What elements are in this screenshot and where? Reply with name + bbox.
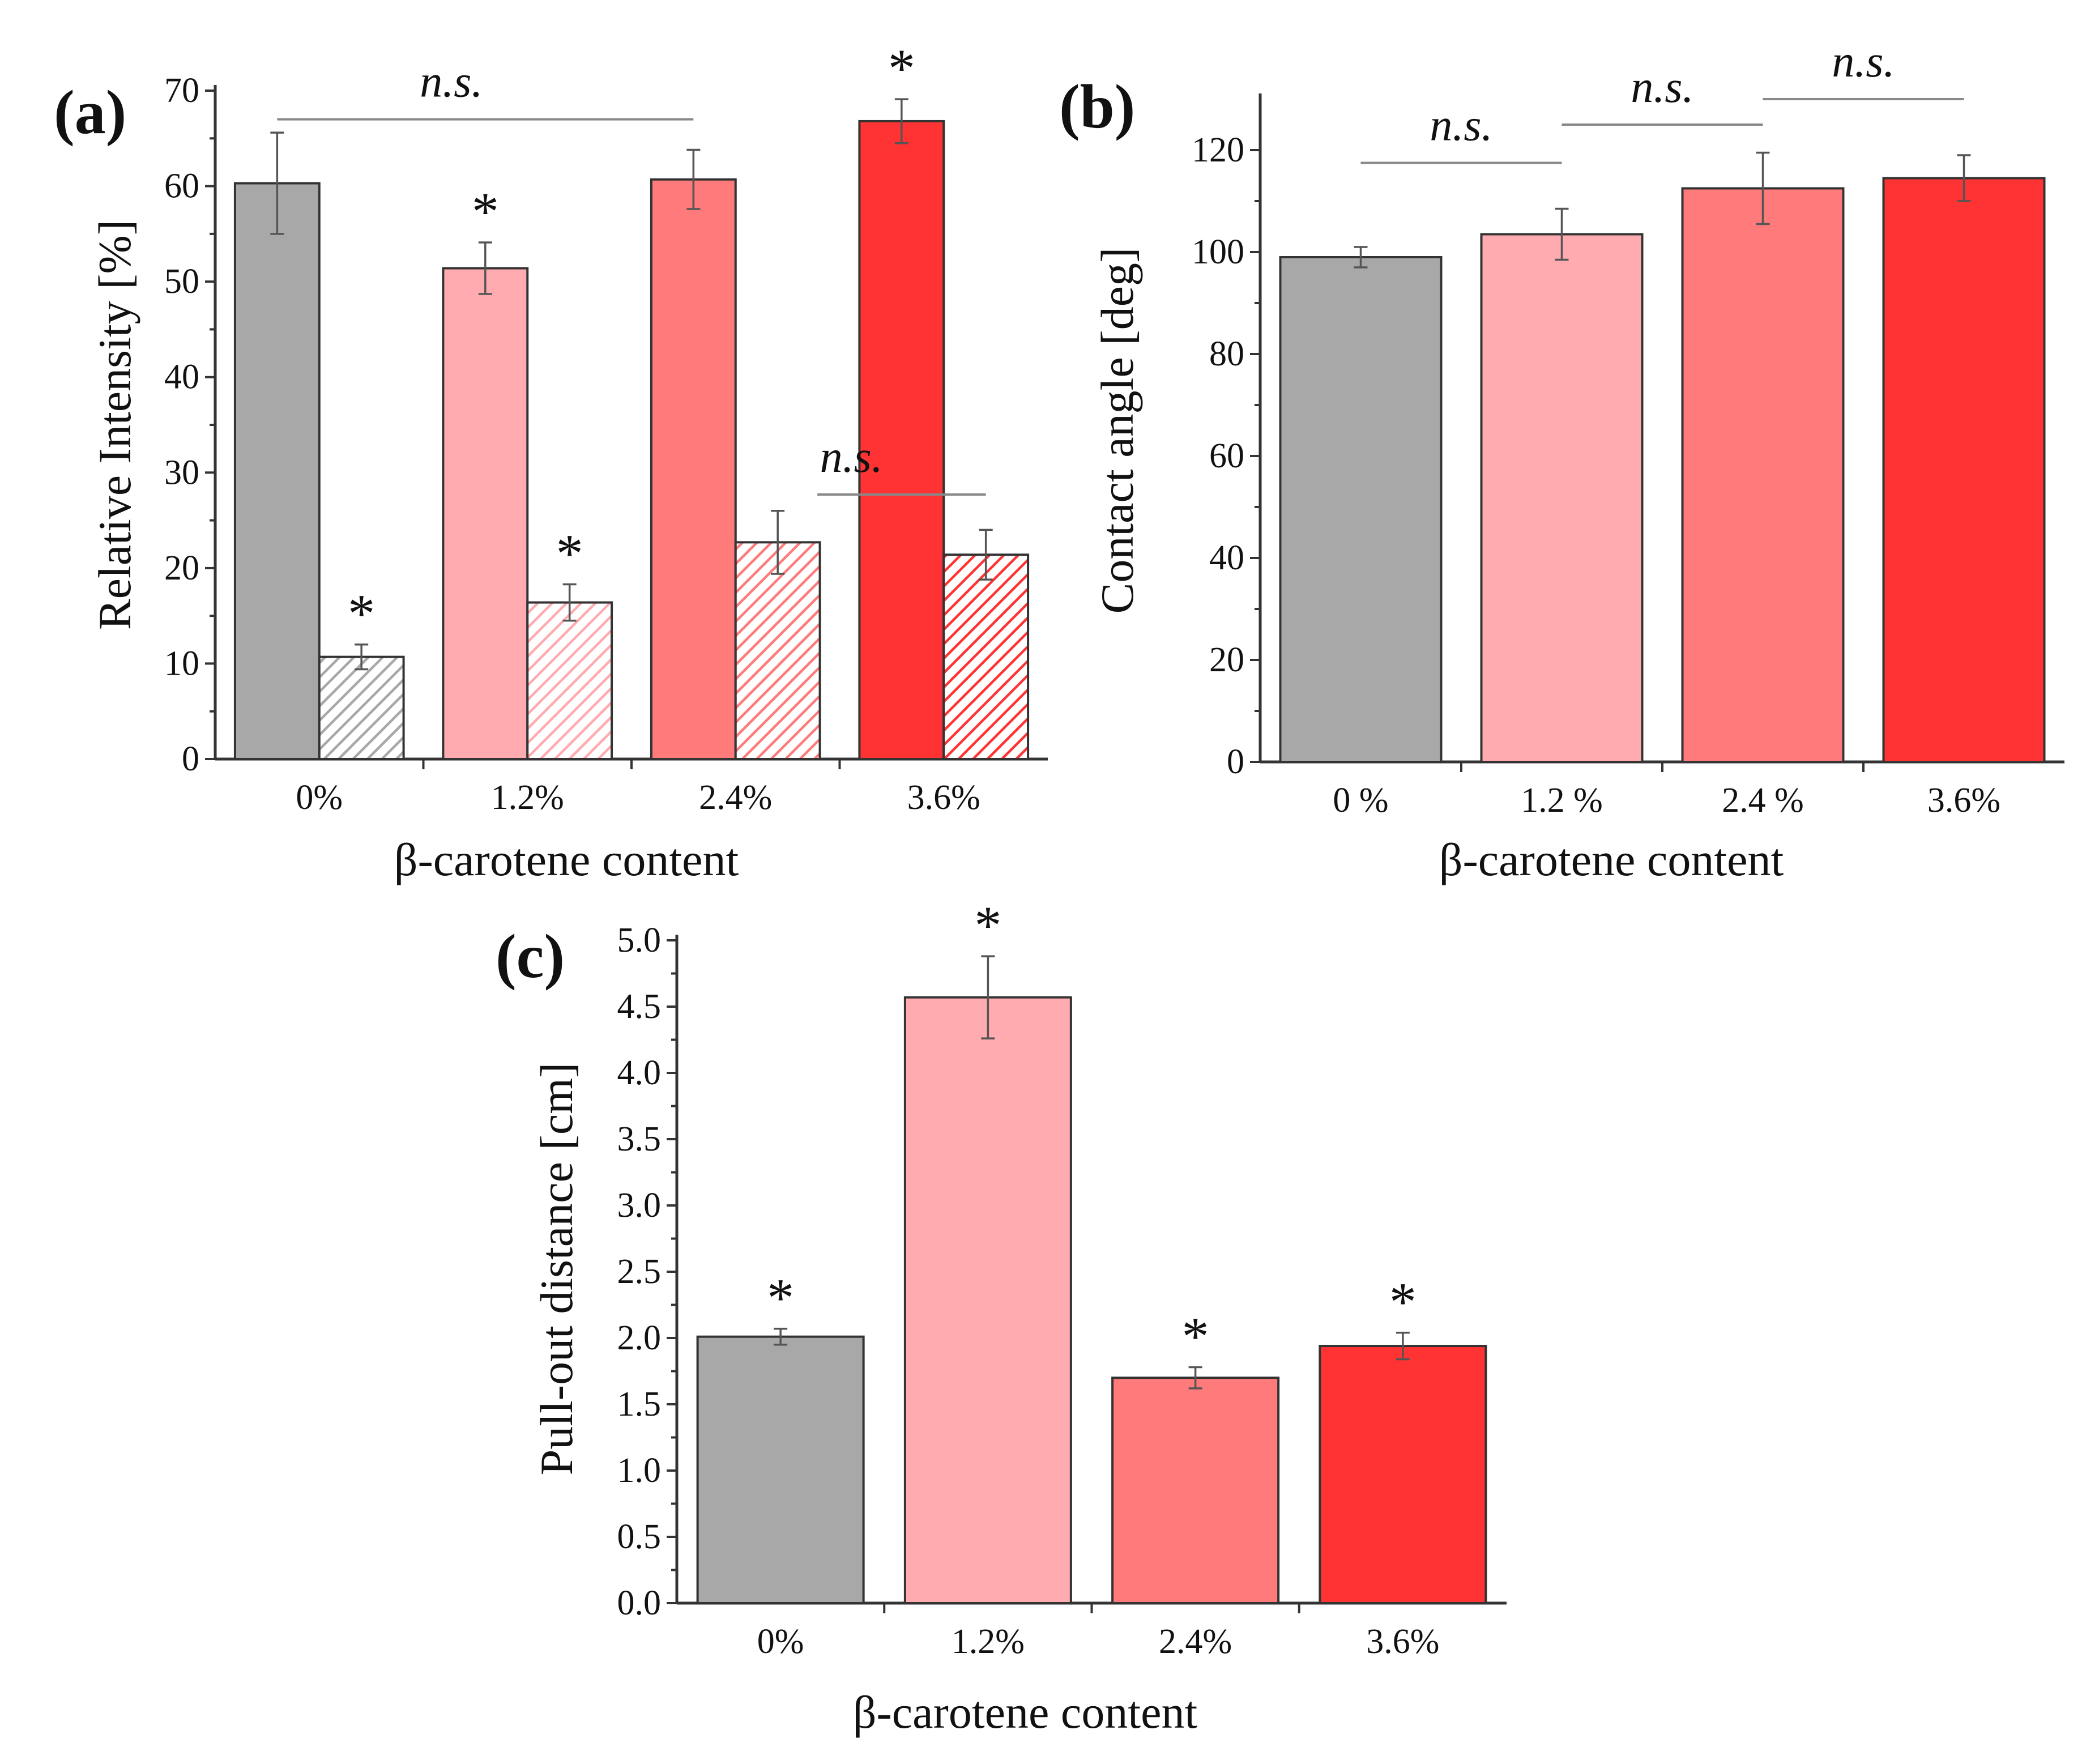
panel-b-x-tick-label: 0 %	[1333, 781, 1388, 820]
panel-b-x-tick-label: 1.2 %	[1521, 781, 1603, 820]
panel-a-bar-hatched	[526, 601, 613, 760]
panel-a-x-tick-label: 2.4%	[699, 778, 772, 817]
panel-c-y-axis-title: Pull-out distance [cm]	[531, 1063, 582, 1476]
panel-b-x-axis-title: β-carotene content	[1439, 834, 1784, 885]
panel-b-x-tick-label: 3.6%	[1927, 781, 2000, 820]
panel-a-ns-label: n.s.	[420, 57, 483, 107]
panel-b: (b) Contact angle [deg] β-carotene conte…	[1059, 37, 2064, 885]
panel-b-plot: 0 20 40 60 80 100 120 0 % 1.2 % 2.4 % 3.6% n.s. n.s.…	[1192, 37, 2064, 820]
panel-a-y-tick-label: 40	[164, 358, 199, 397]
panel-c-significance-star: *	[1182, 1306, 1209, 1366]
panel-c-bar	[1319, 1345, 1487, 1605]
panel-c-y-tick-label: 2.5	[617, 1252, 662, 1291]
panel-b-y-axis-title: Contact angle [deg]	[1091, 248, 1143, 614]
panel-b-ns-label: n.s.	[1631, 62, 1693, 112]
panel-c-y-tick-label: 0.5	[617, 1518, 662, 1556]
panel-b-x-tick-label: 2.4 %	[1722, 781, 1804, 820]
panel-b-y-tick-label: 0	[1227, 743, 1244, 781]
panel-a-x-tick-label: 3.6%	[907, 778, 980, 817]
panel-a-y-tick-label: 60	[164, 167, 199, 206]
panel-a-bar-hatched	[942, 553, 1030, 760]
panel-b-y-tick-label: 40	[1209, 539, 1244, 577]
panel-a-y-tick-label: 50	[164, 262, 199, 301]
panel-c-label: (c)	[496, 922, 565, 991]
panel-c-y-tick-label: 3.0	[617, 1186, 662, 1225]
panel-b-label: (b)	[1059, 72, 1135, 141]
panel-a-significance-star: *	[348, 583, 375, 644]
panel-c-plot: 0.0 0.5 1.0 1.5 2.0 2.5 3.0 3.5 4.0 4.5 5.0 0% 1.2% 2…	[617, 895, 1507, 1661]
panel-b-ns-label: n.s.	[1832, 37, 1895, 87]
panel-a-ns-label: n.s.	[820, 432, 883, 482]
panel-c-significance-star: *	[974, 895, 1001, 956]
panel-c-y-tick-label: 3.5	[617, 1120, 662, 1158]
panel-c-y-tick-label: 1.5	[617, 1385, 662, 1424]
panel-a-bar-solid	[442, 267, 529, 760]
panel-c-x-tick-label: 3.6%	[1366, 1622, 1439, 1661]
panel-c-y-tick-label: 4.0	[617, 1054, 662, 1092]
panel-c-x-tick-label: 0%	[757, 1622, 804, 1661]
panel-a-label: (a)	[54, 78, 126, 147]
panel-c-x-axis-title: β-carotene content	[853, 1686, 1198, 1738]
panel-a-bar-hatched	[734, 541, 821, 760]
panel-a-x-axis-title: β-carotene content	[394, 834, 739, 885]
panel-a-bar-solid	[233, 182, 321, 760]
panel-c-bar	[903, 996, 1072, 1604]
panel-b-y-tick-label: 20	[1209, 641, 1244, 679]
panel-c-y-tick-label: 2.0	[617, 1319, 662, 1357]
panel-a-y-tick-label: 10	[164, 644, 199, 683]
panel-c-y-tick-label: 5.0	[617, 921, 662, 960]
panel-a: (a) Relative Intensity [%] β-carotene co…	[54, 38, 1048, 885]
panel-c-bar	[696, 1335, 865, 1604]
panel-b-y-tick-label: 100	[1192, 233, 1244, 271]
panel-a-significance-star: *	[888, 38, 915, 99]
panel-b-ns-label: n.s.	[1430, 101, 1492, 151]
panel-a-significance-star: *	[556, 523, 583, 584]
panel-a-significance-star: *	[472, 181, 499, 242]
panel-b-y-tick-label: 80	[1209, 335, 1244, 373]
panel-c-significance-star: *	[767, 1268, 794, 1328]
panel-a-bar-hatched	[318, 655, 405, 760]
panel-a-y-axis-title: Relative Intensity [%]	[89, 220, 140, 630]
panel-a-x-tick-label: 1.2%	[491, 778, 564, 817]
panel-b-y-tick-label: 60	[1209, 437, 1244, 475]
panel-b-y-tick-label: 120	[1192, 131, 1244, 169]
panel-b-bar	[1882, 177, 2046, 763]
panel-c-significance-star: *	[1389, 1272, 1417, 1332]
panel-c-x-tick-label: 1.2%	[952, 1622, 1025, 1661]
panel-b-bar	[1480, 233, 1644, 763]
panel-c-bar	[1111, 1377, 1280, 1604]
panel-b-bar	[1279, 256, 1443, 763]
panel-a-bar-solid	[858, 120, 945, 760]
panel-a-y-tick-label: 0	[182, 740, 199, 778]
panel-c-y-tick-label: 1.0	[617, 1451, 662, 1490]
panel-a-bar-solid	[650, 178, 737, 760]
panel-b-bar	[1681, 187, 1845, 763]
panel-a-plot: 0 10 20 30 40 50 60 70 0% 1.2% 2.4% 3.6% * * * * n.s. n.s…	[164, 38, 1048, 817]
panel-a-y-tick-label: 70	[164, 71, 199, 110]
panel-c-y-tick-label: 4.5	[617, 987, 662, 1026]
panel-c-x-tick-label: 2.4%	[1159, 1622, 1232, 1661]
panel-a-y-tick-label: 20	[164, 549, 199, 587]
panel-a-x-tick-label: 0%	[296, 778, 343, 817]
panel-c-y-tick-label: 0.0	[617, 1584, 662, 1622]
panel-a-y-tick-label: 30	[164, 453, 199, 492]
panel-c: (c) Pull-out distance [cm] β-carotene co…	[496, 895, 1507, 1738]
